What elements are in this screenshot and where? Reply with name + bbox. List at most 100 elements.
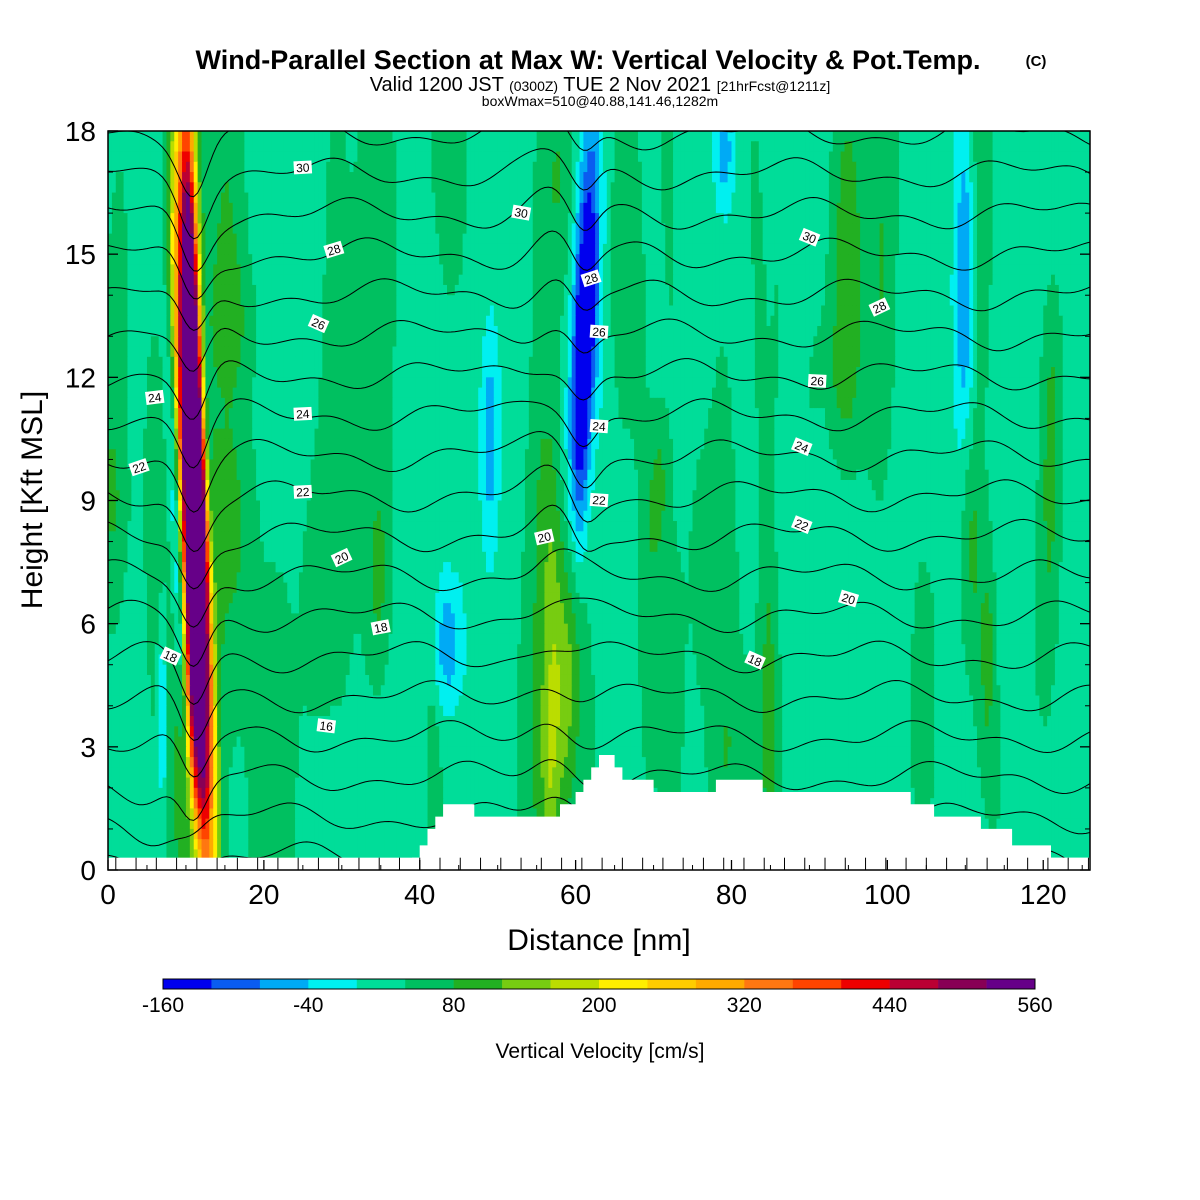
w-cell <box>591 295 596 307</box>
w-cell <box>267 131 273 142</box>
w-cell <box>902 264 908 276</box>
w-cell <box>825 254 830 266</box>
w-cell <box>217 131 222 142</box>
w-cell <box>1023 254 1029 266</box>
w-cell <box>743 284 748 296</box>
w-cell <box>295 284 300 296</box>
w-cell <box>252 295 257 307</box>
w-cell <box>291 254 296 266</box>
w-cell <box>521 223 526 235</box>
w-cell <box>501 141 507 153</box>
w-cell <box>793 213 799 224</box>
w-cell <box>1015 254 1021 266</box>
w-cell <box>712 213 717 224</box>
w-cell <box>583 254 588 266</box>
w-cell <box>828 151 834 163</box>
w-cell <box>832 202 838 214</box>
w-cell <box>563 223 569 235</box>
w-cell <box>411 182 417 194</box>
w-cell <box>825 141 830 153</box>
w-cell <box>782 151 787 163</box>
w-cell <box>330 151 335 163</box>
w-cell <box>419 295 425 307</box>
w-cell <box>567 151 573 163</box>
w-cell <box>719 243 725 255</box>
w-cell <box>630 131 635 142</box>
w-cell <box>587 326 592 337</box>
w-cell <box>1039 182 1044 194</box>
w-cell <box>875 213 881 224</box>
w-cell <box>1043 213 1048 224</box>
w-cell <box>474 192 479 204</box>
w-cell <box>961 315 966 327</box>
w-cell <box>123 172 129 183</box>
w-cell <box>1054 254 1060 266</box>
w-cell <box>127 305 132 317</box>
w-cell <box>170 315 175 327</box>
w-cell <box>774 264 779 276</box>
w-cell <box>1054 223 1060 235</box>
w-cell <box>863 326 869 337</box>
w-cell <box>973 315 978 327</box>
w-cell <box>688 192 694 204</box>
w-cell <box>1062 141 1068 153</box>
w-cell <box>419 131 425 142</box>
w-cell <box>419 264 425 276</box>
w-cell <box>731 305 736 317</box>
w-cell <box>224 284 230 296</box>
w-cell <box>334 254 339 266</box>
w-cell <box>676 182 682 194</box>
w-cell <box>536 172 542 183</box>
w-cell <box>376 223 382 235</box>
w-cell <box>291 243 296 255</box>
w-cell <box>637 326 643 337</box>
w-cell <box>602 243 608 255</box>
w-cell <box>372 264 378 276</box>
w-cell <box>228 223 234 235</box>
w-cell <box>388 315 394 327</box>
w-cell <box>275 192 281 204</box>
w-cell <box>256 264 261 276</box>
w-cell <box>415 202 421 214</box>
w-cell <box>248 131 253 142</box>
w-cell <box>782 192 787 204</box>
w-cell <box>108 315 113 327</box>
w-cell <box>544 254 549 266</box>
w-cell <box>291 141 296 153</box>
w-cell <box>836 223 842 235</box>
w-cell <box>832 326 838 337</box>
w-cell <box>723 172 729 183</box>
w-cell <box>825 315 830 327</box>
w-cell <box>509 274 514 286</box>
w-cell <box>197 326 203 337</box>
w-cell <box>372 305 378 317</box>
w-cell <box>1004 305 1009 317</box>
w-cell <box>376 326 382 337</box>
w-cell <box>111 264 117 276</box>
w-cell <box>443 151 448 163</box>
w-cell <box>1051 264 1056 276</box>
w-cell <box>295 254 300 266</box>
w-cell <box>1039 192 1044 204</box>
w-cell <box>497 131 503 142</box>
w-cell <box>291 295 296 307</box>
w-cell <box>166 295 171 307</box>
w-cell <box>1086 254 1090 266</box>
w-cell <box>1004 274 1009 286</box>
w-cell <box>143 161 148 173</box>
w-cell <box>856 141 861 153</box>
w-cell <box>602 284 608 296</box>
w-cell <box>676 233 682 245</box>
w-cell <box>875 274 881 286</box>
w-cell <box>287 202 292 214</box>
w-cell <box>973 131 978 142</box>
w-cell <box>513 326 518 337</box>
w-cell <box>392 264 397 276</box>
w-cell <box>240 192 245 204</box>
w-cell <box>587 305 592 317</box>
w-cell <box>786 326 791 337</box>
w-cell <box>976 254 982 266</box>
w-cell <box>119 223 125 235</box>
w-cell <box>143 295 148 307</box>
w-cell <box>571 315 577 327</box>
